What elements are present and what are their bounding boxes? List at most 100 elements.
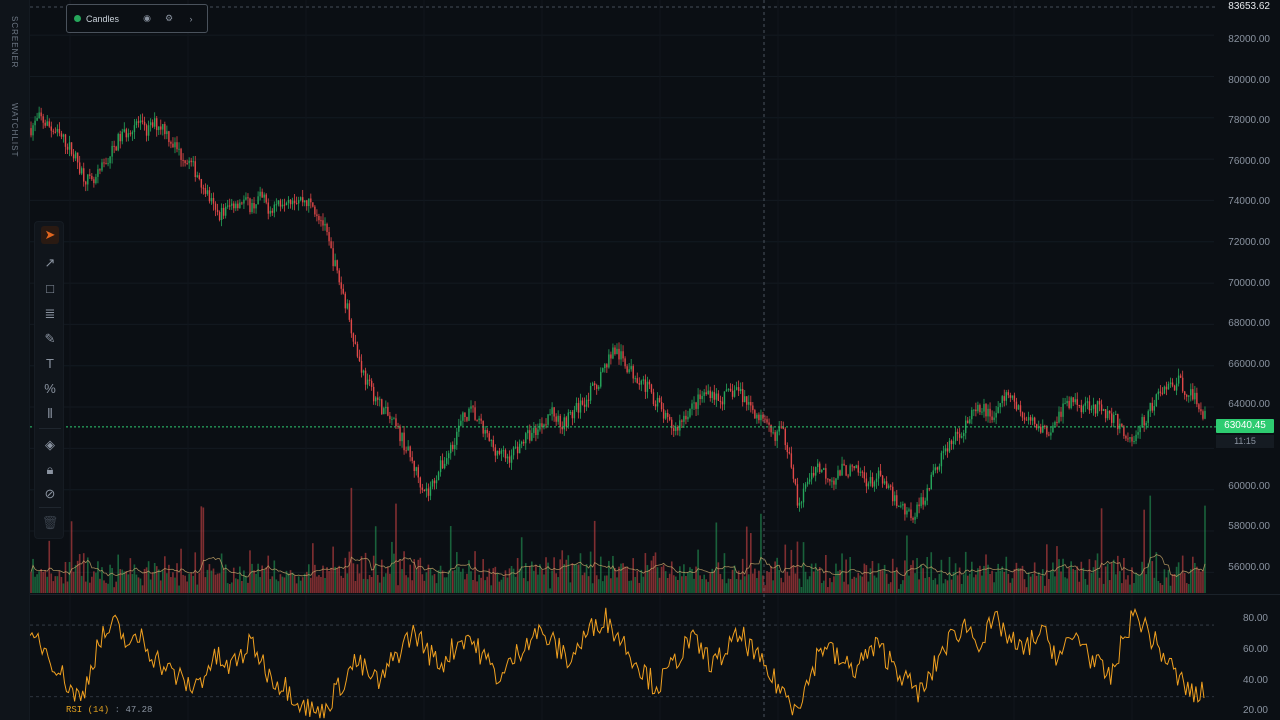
measure-icon[interactable]: ⦀ <box>47 406 53 421</box>
candle-body <box>1177 375 1180 384</box>
candle-body <box>188 160 190 164</box>
volume-bar <box>1171 574 1174 593</box>
fibonacci-icon[interactable]: ≣ <box>44 306 56 321</box>
volume-bar <box>510 565 513 593</box>
candle-body <box>1194 392 1196 400</box>
volume-bar <box>654 552 657 593</box>
volume-bar <box>849 556 851 593</box>
candle-body <box>806 481 809 485</box>
volume-bar <box>60 576 63 593</box>
volume-bar <box>482 559 484 593</box>
gear-icon[interactable]: ⚙ <box>164 13 174 23</box>
candle-body <box>841 463 843 476</box>
text-icon[interactable]: T <box>46 356 54 371</box>
volume-bar <box>1187 584 1190 593</box>
volume-bar <box>425 572 428 593</box>
candle-body <box>523 441 525 444</box>
candle-body <box>693 402 695 404</box>
volume-bar <box>1058 559 1060 593</box>
candle-body <box>541 423 543 427</box>
candle-body <box>78 162 81 174</box>
rectangle-icon[interactable]: □ <box>46 281 54 296</box>
volume-bar <box>1048 579 1050 593</box>
lock-icon[interactable]: 🔒︎ <box>46 462 54 477</box>
candle-body <box>358 356 361 361</box>
volume-bar <box>1023 579 1026 593</box>
candle-body <box>754 410 756 419</box>
volume-bar <box>660 566 663 593</box>
volume-bar <box>218 573 221 593</box>
candle-body <box>510 455 513 463</box>
series-legend[interactable]: Candles ◉ ⚙ › <box>66 4 208 33</box>
candle-body <box>535 427 537 435</box>
rsi-value: 47.28 <box>125 705 153 715</box>
candle-body <box>62 134 65 137</box>
candle-body <box>275 204 278 206</box>
candle-body <box>70 142 73 155</box>
volume-bar <box>798 578 801 593</box>
price-axis[interactable]: 82000.00 80000.00 78000.00 76000.00 7400… <box>1216 0 1280 720</box>
candle-body <box>1064 403 1066 405</box>
candle-body <box>170 142 172 144</box>
percent-icon[interactable]: % <box>44 381 56 396</box>
volume-bar <box>802 542 805 593</box>
volume-bar <box>804 571 807 593</box>
volume-bar <box>423 580 426 593</box>
volume-bar <box>1169 585 1172 593</box>
candle-body <box>934 467 937 471</box>
candle-body <box>1161 392 1164 394</box>
volume-bar <box>800 586 803 593</box>
sidebar-item-watchlist[interactable]: WATCHLIST <box>10 103 19 158</box>
candle-body <box>1021 412 1024 418</box>
volume-bar <box>520 537 523 593</box>
magnet-icon[interactable]: ◈ <box>45 437 55 452</box>
volume-bar <box>1106 563 1109 593</box>
volume-bar <box>707 581 710 593</box>
volume-bar <box>170 577 172 593</box>
trend-line-icon[interactable]: ↗ <box>44 255 56 270</box>
candle-body <box>502 450 505 452</box>
price-tick: 56000.00 <box>1228 562 1270 573</box>
candle-body <box>103 162 105 164</box>
volume-bar <box>656 567 659 593</box>
candle-body <box>608 354 610 368</box>
hide-icon[interactable]: ⊘ <box>44 486 56 501</box>
chevron-right-icon[interactable]: › <box>189 13 193 24</box>
candle-body <box>808 479 811 482</box>
volume-bar <box>1021 565 1024 593</box>
candle-body <box>952 441 955 445</box>
volume-bar <box>713 570 716 593</box>
volume-bar <box>1092 567 1095 593</box>
volume-bar <box>820 582 823 593</box>
volume-bar <box>492 568 495 593</box>
candle-body <box>405 450 407 452</box>
volume-bar <box>877 563 880 593</box>
pencil-icon[interactable]: ✎ <box>44 331 56 346</box>
volume-bar <box>52 581 55 593</box>
volume-bar <box>758 570 760 593</box>
volume-bar <box>285 570 288 593</box>
sidebar-item-screener[interactable]: SCREENER <box>10 16 19 69</box>
candle-body <box>293 200 296 204</box>
candle-body <box>1104 409 1107 419</box>
rsi-legend[interactable]: RSI (14) : 47.28 <box>66 705 152 715</box>
cursor-icon[interactable]: ➤ <box>41 226 59 244</box>
eye-icon[interactable]: ◉ <box>143 13 151 23</box>
volume-bar <box>640 569 643 593</box>
candle-body <box>962 433 965 437</box>
volume-bar <box>616 577 618 593</box>
volume-bar <box>1070 561 1072 593</box>
volume-bar <box>624 566 626 593</box>
candle-body <box>833 480 835 485</box>
candle-body <box>198 175 201 179</box>
volume-bar <box>310 577 312 593</box>
volume-bar <box>1141 561 1143 593</box>
candle-body <box>1155 394 1158 407</box>
volume-bar <box>324 577 326 593</box>
volume-bar <box>731 569 734 593</box>
candle-body <box>466 417 468 421</box>
volume-bar <box>816 571 819 593</box>
pane-separator <box>30 594 1280 595</box>
volume-bar <box>993 582 995 593</box>
